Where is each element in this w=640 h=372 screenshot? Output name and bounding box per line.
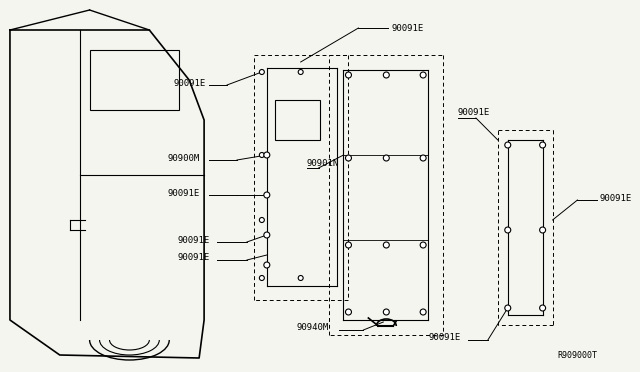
Text: 90091E: 90091E (600, 193, 632, 202)
Text: 90091E: 90091E (428, 334, 460, 343)
Text: 90091E: 90091E (391, 23, 424, 32)
Circle shape (346, 309, 351, 315)
Bar (275, 100, 319, 140)
Circle shape (259, 153, 264, 157)
Circle shape (259, 276, 264, 280)
Circle shape (383, 72, 389, 78)
Circle shape (505, 305, 511, 311)
Text: 90091E: 90091E (177, 235, 209, 244)
Text: 90091E: 90091E (177, 253, 209, 263)
Text: 90940M: 90940M (297, 324, 329, 333)
Circle shape (264, 152, 270, 158)
Text: 90091E: 90091E (167, 189, 200, 198)
Text: 90091E: 90091E (458, 108, 490, 116)
Circle shape (264, 232, 270, 238)
Circle shape (420, 155, 426, 161)
Circle shape (383, 309, 389, 315)
Circle shape (346, 155, 351, 161)
Circle shape (346, 242, 351, 248)
Circle shape (420, 242, 426, 248)
Circle shape (259, 70, 264, 74)
Circle shape (264, 192, 270, 198)
Circle shape (259, 218, 264, 222)
Circle shape (540, 227, 546, 233)
Circle shape (298, 70, 303, 74)
Circle shape (383, 242, 389, 248)
Circle shape (420, 72, 426, 78)
Circle shape (540, 142, 546, 148)
Circle shape (420, 309, 426, 315)
Circle shape (505, 227, 511, 233)
Text: 90901N: 90901N (307, 158, 339, 167)
Circle shape (540, 305, 546, 311)
Circle shape (298, 276, 303, 280)
Text: R909000T: R909000T (557, 350, 598, 359)
Text: 90091E: 90091E (173, 78, 205, 87)
Circle shape (346, 72, 351, 78)
Circle shape (383, 155, 389, 161)
Circle shape (264, 262, 270, 268)
Text: 90900M: 90900M (167, 154, 200, 163)
Bar (90, 50, 179, 110)
Circle shape (505, 142, 511, 148)
